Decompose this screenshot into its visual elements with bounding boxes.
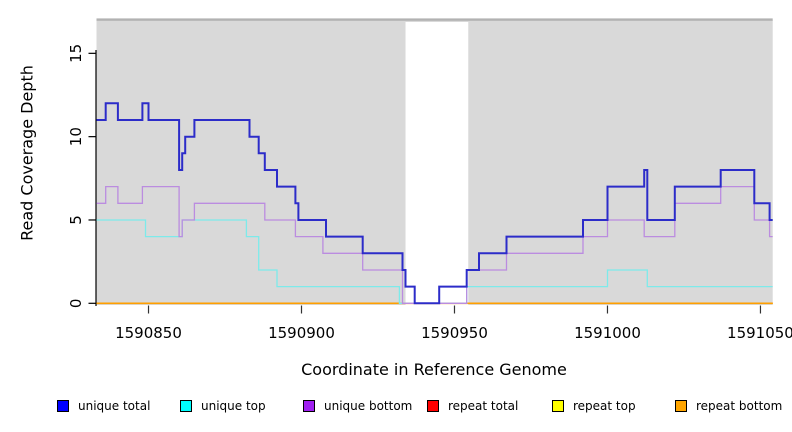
legend-swatch-icon (180, 400, 192, 412)
legend-swatch-icon (57, 400, 69, 412)
y-tick-label: 0 (67, 299, 85, 309)
legend-item-repeat-total: repeat total (427, 398, 518, 414)
y-tick-label: 15 (67, 44, 85, 63)
highlight-band (405, 22, 469, 305)
y-tick-label: 5 (67, 215, 85, 225)
legend-item-repeat-bottom: repeat bottom (675, 398, 782, 414)
plot-top-border (96, 18, 773, 21)
y-axis-label: Read Coverage Depth (17, 65, 37, 241)
y-tick-label: 10 (67, 127, 85, 146)
x-tick-label: 1590950 (421, 324, 488, 342)
coverage-plot: 0 5 10 15 1590850 1590900 1590950 1591000 159105… (67, 18, 792, 342)
chart-legend: unique total unique top unique bottom repea… (0, 398, 792, 416)
legend-item-unique-total: unique total (57, 398, 150, 414)
legend-swatch-icon (552, 400, 564, 412)
legend-swatch-icon (675, 400, 687, 412)
series-unique-total (96, 102, 773, 305)
legend-swatch-icon (303, 400, 315, 412)
legend-label: repeat top (573, 399, 636, 413)
legend-label: repeat total (448, 399, 519, 413)
legend-item-unique-bottom: unique bottom (303, 398, 412, 414)
legend-label: repeat bottom (696, 399, 783, 413)
legend-label: unique total (78, 399, 151, 413)
x-axis-label: Coordinate in Reference Genome (301, 360, 567, 379)
legend-swatch-icon (427, 400, 439, 412)
x-tick-label: 1590850 (115, 324, 182, 342)
x-tick-label: 1591050 (727, 324, 792, 342)
series-unique-bottom (96, 185, 773, 304)
x-tick-label: 1590900 (268, 324, 335, 342)
legend-label: unique top (201, 399, 266, 413)
x-tick-label: 1591000 (574, 324, 641, 342)
legend-item-repeat-top: repeat top (552, 398, 636, 414)
legend-item-unique-top: unique top (180, 398, 266, 414)
legend-label: unique bottom (324, 399, 413, 413)
